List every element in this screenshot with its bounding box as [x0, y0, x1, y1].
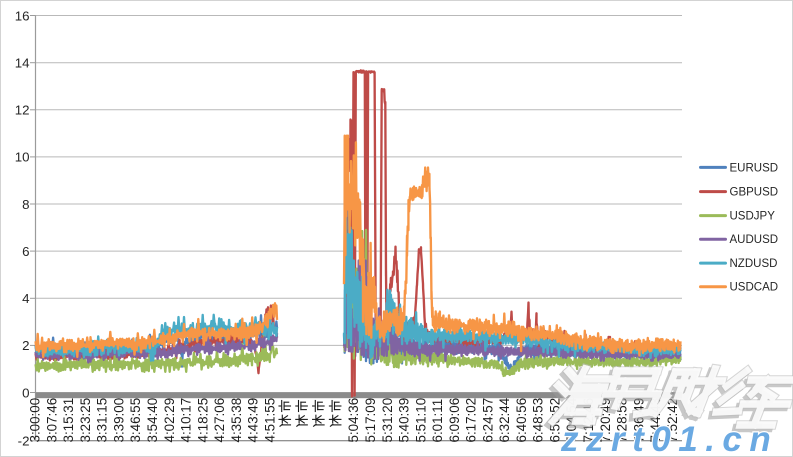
svg-text:NZDUSD: NZDUSD [730, 258, 778, 270]
svg-text:5:04:36: 5:04:36 [346, 398, 361, 443]
svg-text:12: 12 [15, 103, 30, 118]
svg-text:14: 14 [15, 56, 30, 71]
svg-text:USDJPY: USDJPY [730, 211, 776, 223]
svg-text:-2: -2 [18, 433, 30, 448]
svg-text:7:52:42: 7:52:42 [665, 398, 680, 443]
svg-text:3:00:00: 3:00:00 [28, 398, 43, 443]
svg-text:3:39:00: 3:39:00 [111, 398, 126, 443]
svg-text:6:09:06: 6:09:06 [447, 398, 462, 443]
svg-text:3:07:46: 3:07:46 [44, 398, 59, 443]
svg-text:3:23:25: 3:23:25 [78, 398, 93, 443]
svg-text:4:02:29: 4:02:29 [162, 398, 177, 443]
svg-text:4:10:17: 4:10:17 [179, 398, 194, 443]
svg-text:3:46:55: 3:46:55 [128, 398, 143, 443]
svg-text:5:31:20: 5:31:20 [380, 398, 395, 443]
svg-text:4:43:49: 4:43:49 [246, 398, 261, 443]
svg-text:10: 10 [15, 150, 30, 165]
svg-text:2: 2 [22, 338, 29, 353]
svg-text:5:51:10: 5:51:10 [413, 398, 428, 443]
svg-text:6:40:56: 6:40:56 [514, 398, 529, 443]
svg-text:6:32:44: 6:32:44 [497, 397, 512, 442]
svg-text:4:35:38: 4:35:38 [229, 398, 244, 443]
svg-text:8: 8 [22, 197, 29, 212]
svg-text:4:27:06: 4:27:06 [212, 398, 227, 443]
svg-text:6:24:57: 6:24:57 [480, 398, 495, 443]
svg-text:4:18:25: 4:18:25 [195, 398, 210, 443]
svg-text:5:40:39: 5:40:39 [397, 398, 412, 443]
svg-text:0: 0 [22, 385, 29, 400]
svg-text:zzrt01.cn: zzrt01.cn [560, 420, 778, 457]
svg-text:16: 16 [15, 8, 30, 23]
svg-text:6:01:11: 6:01:11 [430, 399, 445, 443]
svg-text:6: 6 [22, 244, 29, 259]
svg-text:AUDUSD: AUDUSD [730, 234, 779, 246]
svg-text:GBPUSD: GBPUSD [730, 187, 779, 199]
svg-text:EURUSD: EURUSD [730, 162, 779, 174]
svg-text:USDCAD: USDCAD [730, 282, 779, 294]
svg-text:5:17:09: 5:17:09 [363, 398, 378, 443]
svg-text:3:54:40: 3:54:40 [145, 398, 160, 443]
svg-text:4:51:55: 4:51:55 [262, 398, 277, 443]
svg-text:6:48:53: 6:48:53 [531, 398, 546, 443]
svg-text:4: 4 [22, 291, 29, 306]
svg-text:3:15:31: 3:15:31 [61, 398, 76, 443]
svg-text:6:17:02: 6:17:02 [464, 398, 479, 443]
svg-text:3:31:15: 3:31:15 [95, 398, 110, 443]
